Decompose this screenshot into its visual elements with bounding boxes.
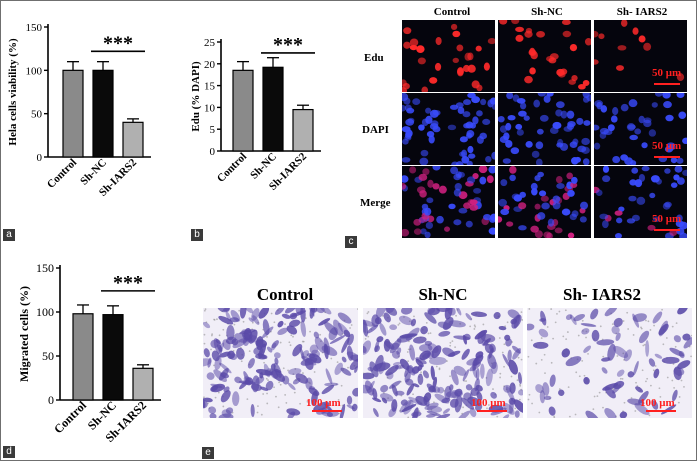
category-label-a: Control (45, 157, 79, 191)
panel-e-scale-line-2 (477, 410, 507, 412)
panel-c-scale-line-edu (654, 83, 680, 85)
bar-b-control (232, 69, 254, 152)
y-tick-label-d: 50 (42, 349, 54, 363)
panel-label-e: e (202, 447, 214, 459)
panel-c: Control Sh-NC Sh- IARS2 Edu DAPI Merge 5… (356, 0, 697, 240)
panel-c-col-control: Control (433, 6, 471, 18)
panel-e-scale-bar-1: 100 μm (306, 397, 341, 409)
fluor-image-merge-3 (594, 166, 687, 238)
fluor-image-edu-3 (594, 20, 687, 92)
panel-c-row-edu: Edu (364, 52, 384, 64)
bar-d-sh-nc (102, 314, 124, 401)
panel-e-col-control: Control (256, 285, 314, 304)
significance-label-d: *** (113, 272, 143, 294)
y-axis-label-a: Hela cells viability (%) (7, 38, 19, 146)
fluor-image-merge-1 (402, 166, 495, 238)
panel-c-row-dapi: DAPI (362, 124, 389, 136)
y-axis-label-d: Migrated cells (%) (17, 286, 31, 382)
panel-c-row-merge: Merge (360, 197, 391, 209)
fluor-image-dapi-3 (594, 93, 687, 165)
y-tick-label-b: 10 (204, 102, 216, 114)
bar-b-sh-iars2 (292, 108, 314, 152)
significance-label-b: *** (273, 34, 303, 56)
panel-c-scale-bar-dapi: 50 μm (652, 140, 682, 152)
bar-a-control (62, 69, 84, 158)
y-tick-label-a: 100 (26, 65, 43, 77)
bar-a-sh-iars2 (122, 121, 144, 158)
migration-image-2 (363, 308, 523, 418)
panel-c-scale-line-dapi (654, 156, 680, 158)
y-axis-label-b: Edu (% DAPI) (190, 61, 202, 132)
panel-c-scale-line-merge (654, 229, 680, 231)
y-tick-label-b: 25 (204, 37, 216, 49)
y-tick-label-a: 50 (31, 109, 43, 121)
panel-label-d: d (3, 446, 15, 458)
fluor-image-merge-2 (498, 166, 591, 238)
panel-label-a: a (3, 229, 15, 241)
panel-c-scale-bar-edu: 50 μm (652, 67, 682, 79)
category-label-b: Control (215, 151, 249, 185)
y-tick-label-b: 0 (210, 146, 216, 158)
y-tick-label-d: 150 (36, 261, 54, 275)
y-tick-label-d: 0 (48, 393, 54, 407)
panel-e-scale-line-1 (312, 410, 342, 412)
panel-c-col-shnc: Sh-NC (531, 6, 563, 18)
y-tick-label-b: 15 (204, 81, 216, 93)
migration-image-1 (203, 308, 358, 418)
y-tick-label-a: 150 (26, 22, 43, 34)
significance-label-a: *** (103, 32, 133, 54)
panel-c-scale-bar-merge: 50 μm (652, 213, 682, 225)
panel-label-b: b (191, 229, 203, 241)
y-tick-label-b: 20 (204, 59, 216, 71)
panel-label-c: c (345, 236, 357, 248)
panel-c-col-shiars2: Sh- IARS2 (616, 6, 668, 18)
panel-e-scale-line-3 (646, 410, 676, 412)
category-label-d: Control (51, 398, 89, 436)
panel-e-col-shnc: Sh-NC (418, 285, 468, 304)
panel-e-scale-bar-2: 100 μm (471, 397, 506, 409)
bar-a-sh-nc (92, 69, 114, 158)
chart-a: 0 50 100 150 Hela cells viability (%) Control… (7, 22, 151, 199)
migration-image-3 (527, 308, 692, 418)
bar-b-sh-nc (262, 66, 284, 152)
fluor-image-edu-1 (402, 20, 495, 92)
panel-e-col-shiars2: Sh- IARS2 (563, 285, 641, 304)
fluor-image-dapi-1 (402, 93, 495, 165)
y-tick-label-b: 5 (210, 124, 216, 136)
fluor-image-dapi-2 (498, 93, 591, 165)
panel-e-scale-bar-3: 100 μm (640, 397, 675, 409)
y-tick-label-d: 100 (36, 305, 54, 319)
fluor-image-edu-2 (498, 20, 591, 92)
bar-d-control (72, 313, 94, 401)
bar-d-sh-iars2 (132, 367, 154, 401)
y-tick-label-a: 0 (37, 152, 43, 164)
